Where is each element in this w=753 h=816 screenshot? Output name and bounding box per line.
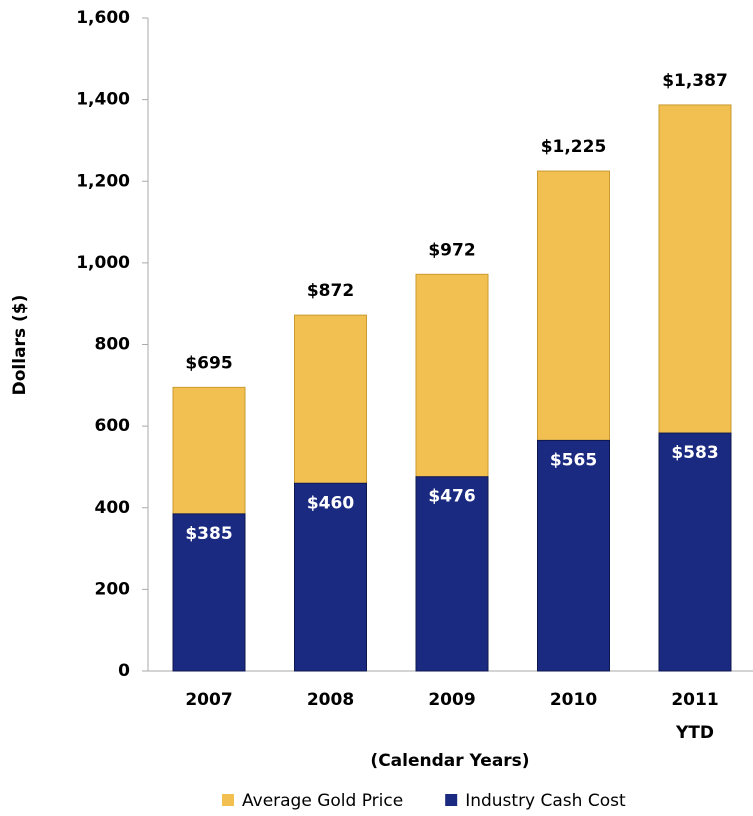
x-tick-label: 2010: [550, 690, 597, 710]
legend-label: Average Gold Price: [242, 791, 403, 811]
x-tick-line: 2011: [671, 690, 718, 710]
value-label: $872: [307, 281, 354, 301]
legend-swatch: [222, 794, 234, 806]
x-tick-line: 2010: [550, 690, 597, 710]
bar: [172, 513, 246, 672]
value-label: $1,225: [541, 137, 607, 157]
value-label: $1,387: [662, 71, 728, 91]
value-label: $385: [185, 524, 232, 544]
bar: [294, 482, 367, 672]
x-tick-line: YTD: [675, 723, 714, 743]
x-tick-label: 2007: [185, 690, 232, 710]
y-tick-label: 0: [118, 661, 130, 681]
y-tick-label: 200: [95, 579, 131, 599]
y-tick-label: 1,400: [76, 90, 130, 110]
y-tick-label: 800: [95, 335, 131, 355]
bar: [658, 432, 732, 672]
x-tick-line: 2008: [307, 690, 354, 710]
y-axis-title: Dollars ($): [10, 295, 30, 396]
bar: [537, 439, 610, 672]
x-axis-title: (Calendar Years): [370, 751, 529, 771]
value-label: $476: [428, 487, 475, 507]
value-label: $565: [550, 450, 597, 470]
y-tick-label: 1,000: [76, 253, 130, 273]
legend-label: Industry Cash Cost: [465, 791, 626, 811]
value-label: $460: [307, 493, 354, 513]
x-tick-label: 2009: [428, 690, 475, 710]
y-tick-label: 1,600: [76, 8, 130, 28]
legend-swatch: [445, 794, 458, 806]
value-label: $583: [671, 443, 718, 463]
x-tick-line: 2009: [428, 690, 475, 710]
x-tick-label: 2011 YTD: [671, 690, 718, 743]
value-label: $695: [185, 353, 232, 373]
y-tick-label: 1,200: [76, 171, 130, 191]
value-label: $972: [428, 240, 475, 260]
x-tick-label: 2008: [307, 690, 354, 710]
x-tick-line: 2007: [185, 690, 232, 710]
y-tick-label: 400: [95, 498, 131, 518]
y-tick-label: 600: [95, 416, 131, 436]
bar: [415, 476, 489, 672]
